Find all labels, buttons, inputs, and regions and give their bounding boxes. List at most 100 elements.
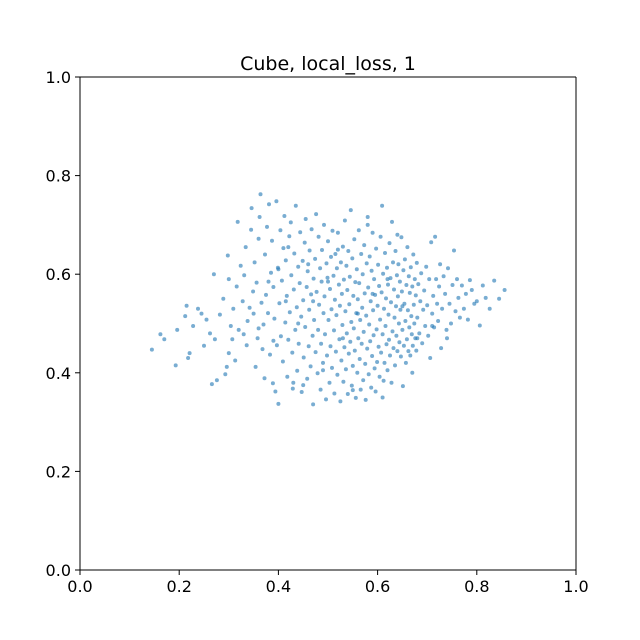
data-point xyxy=(289,273,294,278)
data-point xyxy=(380,203,385,208)
data-point xyxy=(362,243,367,248)
data-point xyxy=(295,368,300,373)
data-point xyxy=(371,333,376,338)
data-point xyxy=(344,331,349,336)
data-point xyxy=(386,282,390,287)
data-point xyxy=(234,284,239,289)
data-point xyxy=(256,326,261,331)
data-point xyxy=(354,267,359,272)
data-point xyxy=(338,399,343,404)
data-point xyxy=(277,301,282,306)
data-point xyxy=(310,333,315,338)
data-point xyxy=(238,263,243,268)
data-point xyxy=(400,304,405,309)
data-point xyxy=(474,299,479,304)
data-point xyxy=(217,312,222,317)
data-point xyxy=(431,293,436,298)
data-point xyxy=(426,333,431,338)
data-point xyxy=(401,343,406,348)
data-point xyxy=(358,318,363,322)
data-point xyxy=(322,294,327,299)
data-point xyxy=(315,371,320,376)
data-point xyxy=(343,367,348,372)
data-point xyxy=(380,395,385,400)
data-point xyxy=(243,245,248,250)
data-point xyxy=(324,261,329,266)
data-point xyxy=(398,354,403,359)
data-point xyxy=(433,234,438,239)
data-point xyxy=(455,277,459,282)
data-point xyxy=(394,273,399,278)
data-point xyxy=(337,337,342,342)
data-point xyxy=(385,368,390,373)
data-point xyxy=(378,234,383,239)
data-point xyxy=(376,344,381,349)
data-point xyxy=(305,376,310,381)
data-point xyxy=(394,333,399,338)
data-point xyxy=(293,327,298,332)
data-point xyxy=(348,339,353,344)
data-point xyxy=(366,372,371,377)
data-point xyxy=(208,331,212,336)
data-point xyxy=(365,222,370,227)
data-point xyxy=(407,290,412,295)
y-tick-label: 1.0 xyxy=(46,68,71,87)
data-point xyxy=(391,346,396,351)
data-point xyxy=(368,339,373,344)
data-point xyxy=(326,239,330,244)
data-point xyxy=(328,344,333,349)
data-point xyxy=(335,230,340,235)
data-point xyxy=(251,289,256,294)
data-point xyxy=(375,360,380,364)
data-point xyxy=(325,353,329,358)
data-point xyxy=(343,309,348,314)
data-point xyxy=(263,252,267,257)
data-point xyxy=(306,344,311,349)
data-point xyxy=(184,303,189,308)
data-point xyxy=(305,269,310,274)
data-point xyxy=(360,305,365,310)
data-point xyxy=(221,296,226,301)
data-point xyxy=(392,287,396,292)
data-point xyxy=(410,370,415,375)
data-point xyxy=(262,376,267,381)
data-point xyxy=(424,264,429,269)
data-point xyxy=(274,343,279,348)
data-point xyxy=(361,329,366,334)
data-point xyxy=(379,350,384,355)
data-point xyxy=(497,296,502,301)
data-point xyxy=(204,317,209,322)
data-point xyxy=(301,355,306,360)
data-point xyxy=(299,390,304,394)
data-point xyxy=(379,290,384,295)
x-tick-label: 1.0 xyxy=(563,577,588,596)
x-ticks: 0.0 0.2 0.4 0.6 0.8 1.0 xyxy=(67,570,589,596)
data-point xyxy=(187,351,192,356)
data-point xyxy=(332,391,337,396)
data-point xyxy=(394,304,398,309)
data-point xyxy=(390,329,395,334)
data-point xyxy=(389,300,393,305)
data-point xyxy=(415,315,420,320)
data-point xyxy=(242,273,247,278)
data-point xyxy=(309,227,314,232)
data-point xyxy=(291,287,296,292)
data-point xyxy=(456,295,461,300)
data-point xyxy=(435,301,440,306)
data-point xyxy=(256,236,261,241)
data-point xyxy=(314,289,319,294)
data-point xyxy=(404,283,409,287)
data-point xyxy=(399,235,404,240)
data-point xyxy=(294,305,299,310)
data-point xyxy=(439,346,444,351)
data-point xyxy=(225,253,230,258)
data-point xyxy=(383,324,388,328)
data-point xyxy=(282,214,287,218)
data-point xyxy=(292,251,297,256)
data-point xyxy=(356,228,361,233)
data-point xyxy=(381,378,386,383)
data-point xyxy=(175,327,180,332)
data-point xyxy=(378,317,383,322)
data-point xyxy=(345,288,350,292)
data-point xyxy=(441,274,446,279)
